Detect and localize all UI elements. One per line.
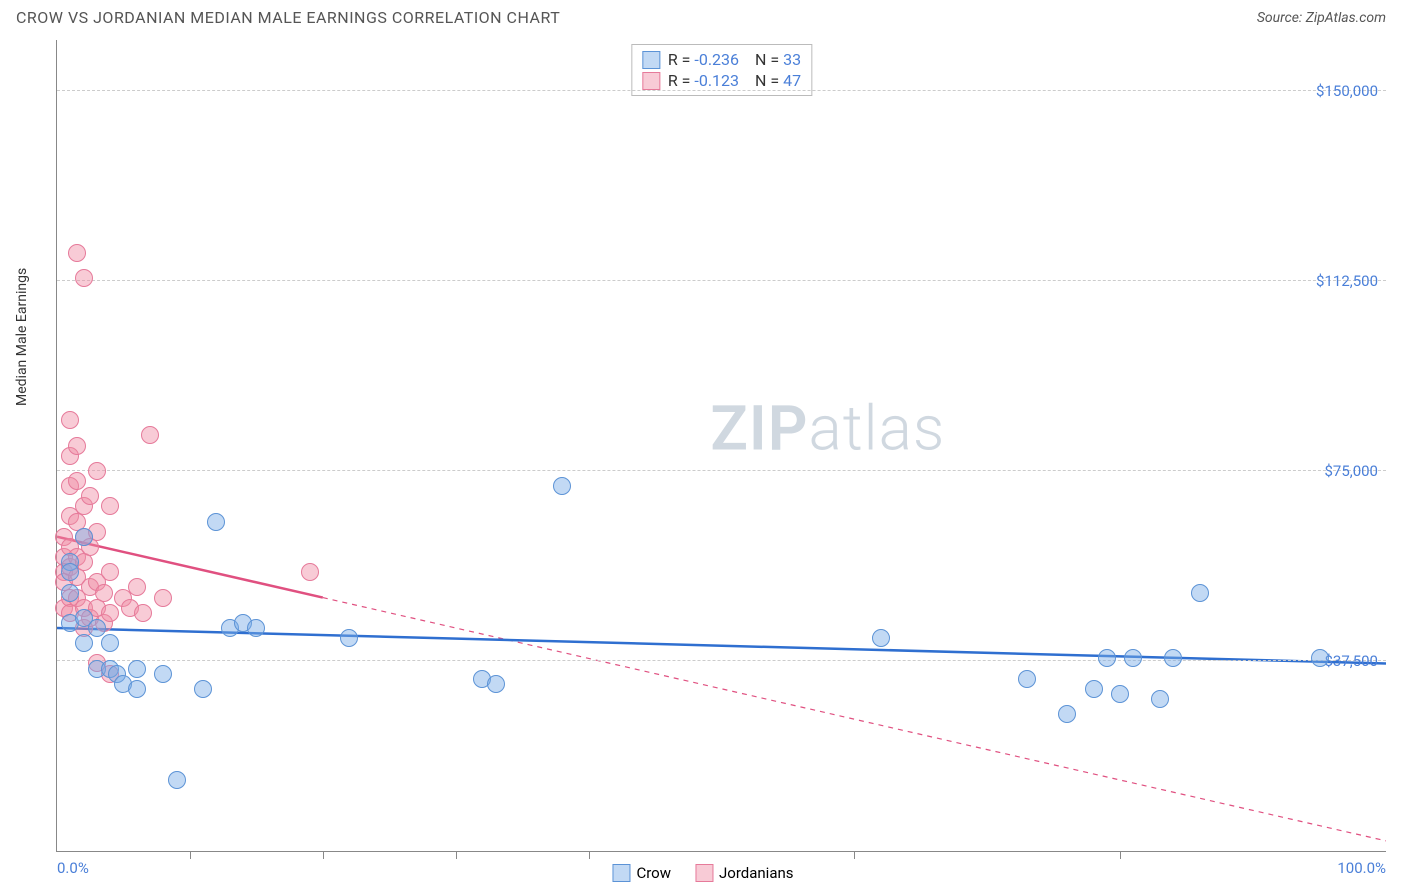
data-point (68, 472, 86, 490)
data-point (1191, 584, 1209, 602)
correlation-legend: R = -0.236 N = 33 R = -0.123 N = 47 (631, 44, 812, 96)
data-point (1018, 670, 1036, 688)
data-point (487, 675, 505, 693)
data-point (247, 619, 265, 637)
gridline (57, 280, 1386, 281)
data-point (75, 269, 93, 287)
swatch-crow (642, 51, 660, 69)
x-axis-max-label: 100.0% (1337, 859, 1386, 877)
data-point (128, 660, 146, 678)
data-point (128, 578, 146, 596)
data-point (88, 619, 106, 637)
legend-row-crow: R = -0.236 N = 33 (642, 49, 801, 70)
data-point (101, 563, 119, 581)
data-point (154, 665, 172, 683)
y-tick-label: $150,000 (1316, 82, 1378, 100)
legend-label-crow: Crow (636, 864, 671, 882)
chart-title: CROW VS JORDANIAN MEDIAN MALE EARNINGS C… (16, 8, 560, 27)
gridline (57, 90, 1386, 91)
x-tick (323, 851, 324, 859)
x-tick (456, 851, 457, 859)
plot-area: ZIPatlas R = -0.236 N = 33 R = -0.123 N … (56, 40, 1386, 852)
data-point (68, 437, 86, 455)
data-point (68, 244, 86, 262)
y-axis-label: Median Male Earnings (14, 268, 30, 406)
legend-item-crow: Crow (612, 864, 671, 882)
data-point (61, 563, 79, 581)
data-point (141, 426, 159, 444)
data-point (553, 477, 571, 495)
data-point (1098, 649, 1116, 667)
x-axis-min-label: 0.0% (57, 859, 89, 877)
data-point (88, 462, 106, 480)
x-tick (190, 851, 191, 859)
data-point (81, 487, 99, 505)
x-tick (854, 851, 855, 859)
data-point (101, 497, 119, 515)
series-legend: Crow Jordanians (612, 864, 793, 882)
data-point (1085, 680, 1103, 698)
gridline (57, 660, 1386, 661)
data-point (1311, 649, 1329, 667)
data-point (61, 584, 79, 602)
data-point (154, 589, 172, 607)
data-point (1124, 649, 1142, 667)
chart-container: Median Male Earnings ZIPatlas R = -0.236… (16, 40, 1386, 852)
legend-item-jordanians: Jordanians (695, 864, 794, 882)
y-tick-label: $75,000 (1324, 462, 1378, 480)
data-point (95, 584, 113, 602)
data-point (1111, 685, 1129, 703)
data-point (75, 528, 93, 546)
legend-row-jordanians: R = -0.123 N = 47 (642, 70, 801, 91)
data-point (168, 771, 186, 789)
data-point (101, 634, 119, 652)
data-point (1151, 690, 1169, 708)
data-point (1058, 705, 1076, 723)
data-point (301, 563, 319, 581)
data-point (1164, 649, 1182, 667)
data-point (340, 629, 358, 647)
data-point (75, 634, 93, 652)
watermark: ZIPatlas (710, 393, 945, 466)
data-point (134, 604, 152, 622)
y-tick-label: $112,500 (1316, 272, 1378, 290)
data-point (872, 629, 890, 647)
swatch-jordanians-icon (695, 864, 713, 882)
data-point (207, 513, 225, 531)
x-tick (1120, 851, 1121, 859)
data-point (101, 604, 119, 622)
data-point (61, 411, 79, 429)
data-point (194, 680, 212, 698)
source-attribution: Source: ZipAtlas.com (1257, 10, 1386, 26)
y-tick-label: $37,500 (1324, 652, 1378, 670)
swatch-crow-icon (612, 864, 630, 882)
trend-lines (57, 40, 1386, 851)
x-tick (589, 851, 590, 859)
data-point (128, 680, 146, 698)
swatch-jordanians (642, 72, 660, 90)
gridline (57, 470, 1386, 471)
legend-label-jordanians: Jordanians (719, 864, 794, 882)
